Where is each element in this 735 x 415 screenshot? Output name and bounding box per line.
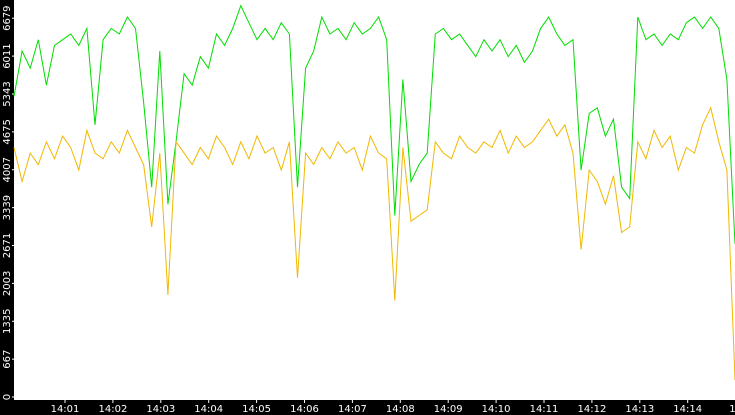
y-tick-label: 667 [2,350,13,369]
x-tick-label: 14:13 [625,404,654,415]
series-line [13,4,735,244]
x-tick-label: 14:01 [51,404,80,415]
x-tick-label: 14:11 [530,404,559,415]
y-tick-label: 0 [2,394,13,400]
x-tick-label: 14 [729,404,735,415]
x-tick-label: 14:09 [434,404,463,415]
x-tick-label: 14:03 [146,404,175,415]
y-tick-label: 4007 [2,157,13,182]
x-tick-label: 14:06 [290,404,319,415]
x-tick-label: 14:07 [338,404,367,415]
y-tick-label: 5343 [2,81,13,106]
y-tick-label: 1335 [2,309,13,334]
y-tick-label: 4675 [2,119,13,144]
x-tick-label: 14:14 [673,404,702,415]
series-line [13,106,735,381]
y-tick-label: 6011 [2,43,13,68]
x-tick-label: 14:12 [577,404,606,415]
y-tick-label: 2003 [2,271,13,296]
x-tick-label: 14:05 [242,404,271,415]
x-tick-label: 14:08 [386,404,415,415]
plot-area [14,0,735,400]
y-tick-label: 6679 [2,5,13,30]
x-tick-label: 14:04 [194,404,223,415]
x-tick-label: 14:10 [482,404,511,415]
x-tick-label: 14:02 [98,404,127,415]
y-tick-label: 2671 [2,233,13,258]
y-tick-label: 3339 [2,195,13,220]
